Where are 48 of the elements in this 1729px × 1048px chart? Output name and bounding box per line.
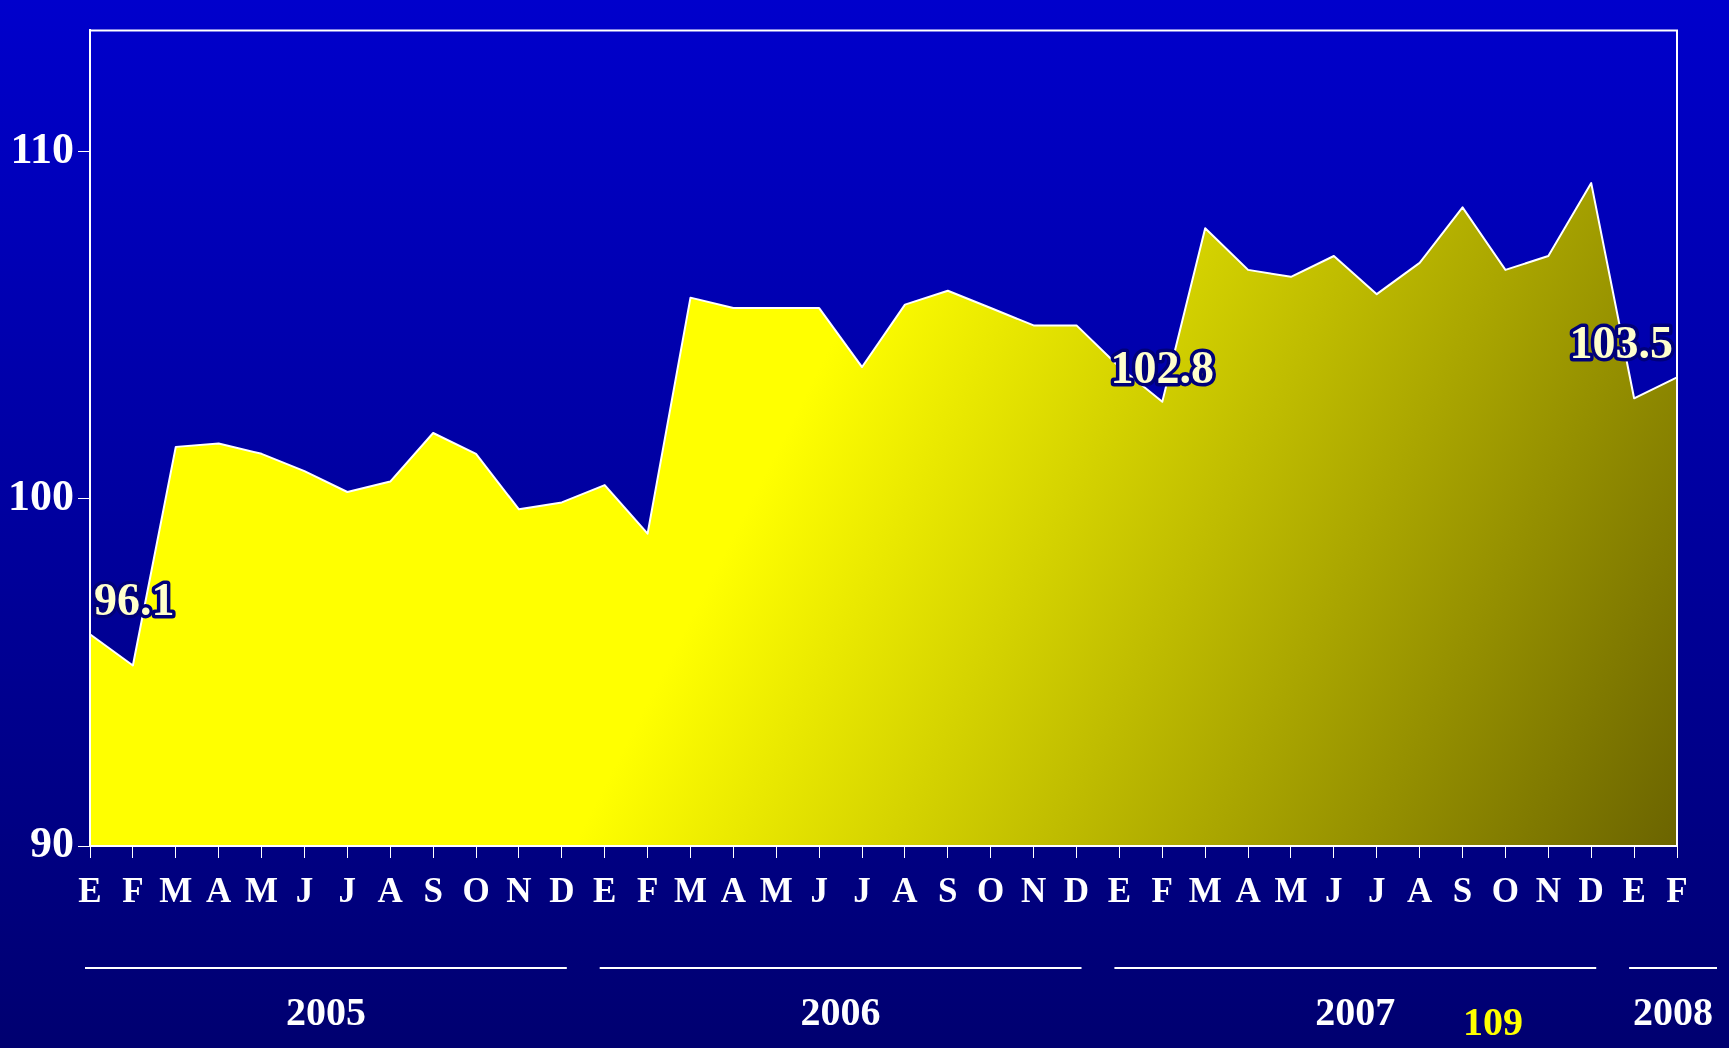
x-tick-label: J xyxy=(1325,871,1343,911)
x-tick-label: J xyxy=(810,871,828,911)
text: 2007 xyxy=(1315,989,1396,1035)
x-tick-label: J xyxy=(338,871,357,911)
x-tick-label: E xyxy=(593,871,617,911)
x-tick-label: D xyxy=(1578,871,1604,911)
x-tick-label: A xyxy=(1235,871,1262,911)
x-tick-label: M xyxy=(1274,871,1308,911)
y-tick-label: 90 xyxy=(30,818,74,868)
x-tick-label: M xyxy=(673,871,708,911)
x-tick-label: D xyxy=(1063,871,1090,911)
x-tick-label: N xyxy=(506,871,532,911)
y-tick-label: 100 xyxy=(8,471,74,521)
y-tick-label: 110 xyxy=(10,124,74,174)
x-tick-label: D xyxy=(549,871,575,911)
text: 2005 xyxy=(285,989,366,1035)
x-tick-label: O xyxy=(977,871,1005,911)
x-tick-label: S xyxy=(938,871,958,911)
x-tick-label: A xyxy=(206,871,233,911)
x-tick-label: M xyxy=(159,871,193,911)
x-tick-label: S xyxy=(1452,871,1473,911)
text: 2006 xyxy=(800,989,881,1035)
x-tick-label: O xyxy=(1491,871,1520,911)
data-label: 103.5 xyxy=(1569,317,1673,369)
x-tick-label: F xyxy=(1151,871,1173,911)
text: 109 xyxy=(1463,999,1523,1045)
x-tick-label: F xyxy=(122,871,144,911)
x-tick-label: A xyxy=(1407,871,1434,911)
x-tick-label: M xyxy=(1188,871,1222,911)
x-tick-label: A xyxy=(377,871,404,911)
x-tick-label: A xyxy=(720,871,747,911)
x-tick-label: M xyxy=(245,871,279,911)
data-label: 102.8 xyxy=(1110,341,1215,393)
x-tick-label: J xyxy=(853,871,871,911)
x-tick-label: E xyxy=(78,871,102,911)
x-tick-label: F xyxy=(636,871,659,911)
x-tick-label: J xyxy=(1368,871,1386,911)
text: 2008 xyxy=(1633,989,1714,1035)
x-tick-label: N xyxy=(1535,871,1561,911)
x-tick-label: F xyxy=(1666,871,1688,911)
x-tick-label: E xyxy=(1107,871,1132,911)
x-tick-label: E xyxy=(1622,871,1646,911)
x-tick-label: J xyxy=(295,871,314,911)
x-tick-label: O xyxy=(462,871,490,911)
x-tick-label: N xyxy=(1020,871,1047,911)
x-tick-label: A xyxy=(892,871,919,911)
x-tick-label: S xyxy=(423,871,443,911)
x-tick-label: M xyxy=(759,871,793,911)
